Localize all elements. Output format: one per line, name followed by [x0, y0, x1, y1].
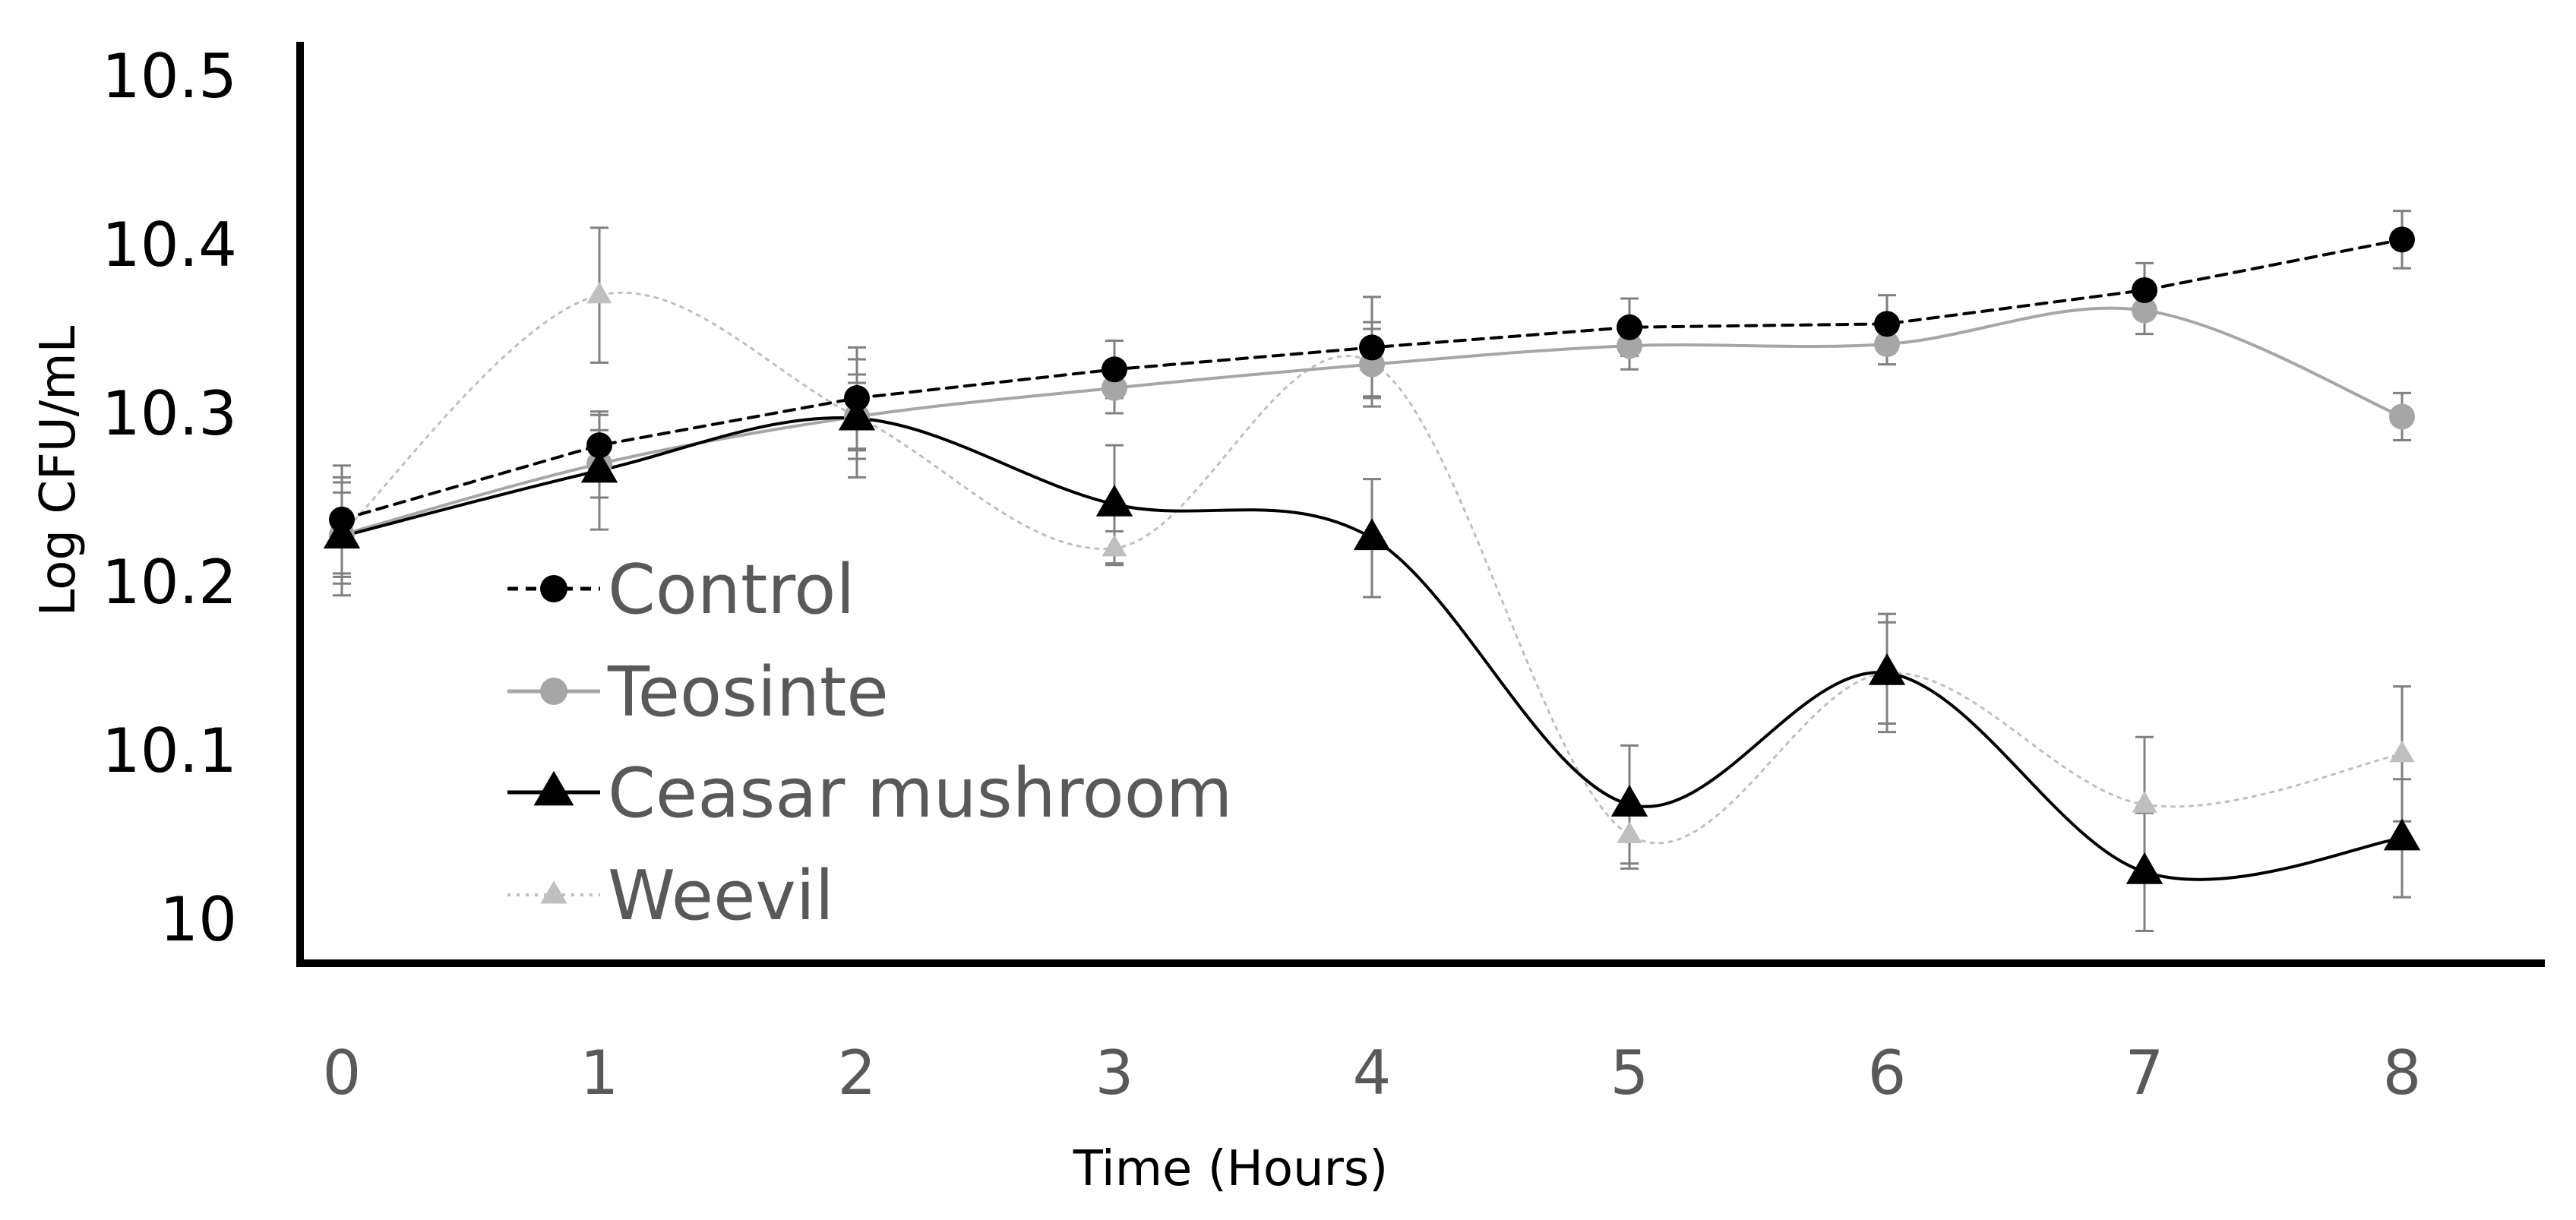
x-tick-label-2: 2 [838, 1038, 877, 1108]
legend-label-ceasar-mushroom: Ceasar mushroom [608, 754, 1232, 833]
ceasar-mushroom-point-3 [1095, 484, 1133, 517]
legend-swatch-marker-teosinte [540, 678, 567, 705]
control-point-3 [1102, 356, 1127, 383]
ceasar-mushroom-point-6 [1868, 653, 1906, 685]
legend-swatch-marker-control [540, 575, 567, 602]
weevil-point-1 [586, 281, 612, 304]
x-tick-label-3: 3 [1095, 1038, 1134, 1108]
ceasar-mushroom-point-2 [838, 398, 876, 431]
plot-area [323, 210, 2421, 933]
y-tick-label-4: 10.4 [102, 210, 237, 280]
control-point-5 [1617, 314, 1642, 340]
legend: Control Teosinte Ceasar mushroom Weevil [507, 550, 1232, 936]
weevil-point-8 [2389, 740, 2415, 763]
legend-label-weevil: Weevil [608, 856, 834, 936]
x-tick-label-6: 6 [1868, 1038, 1907, 1108]
control-point-8 [2389, 226, 2415, 253]
x-tick-label-0: 0 [323, 1038, 362, 1108]
y-tick-label-2: 10.2 [102, 547, 237, 618]
ceasar-mushroom-point-8 [2383, 818, 2421, 851]
x-tick-label-7: 7 [2126, 1038, 2164, 1108]
control-point-1 [586, 432, 612, 459]
ceasar-mushroom-line [340, 416, 2404, 881]
teosinte-point-3 [1102, 375, 1127, 401]
x-tick-labels: 0 1 2 3 4 5 6 7 8 [323, 1038, 2422, 1108]
control-point-6 [1874, 311, 1900, 337]
legend-item-weevil: Weevil [507, 856, 834, 936]
y-tick-label-1: 10.1 [102, 716, 237, 786]
legend-item-teosinte: Teosinte [507, 653, 889, 732]
legend-swatch-marker-weevil [540, 880, 567, 904]
y-tick-label-3: 10.3 [102, 378, 237, 449]
control-point-4 [1359, 334, 1385, 361]
y-tick-labels: 10 10.1 10.2 10.3 10.4 10.5 [102, 41, 237, 955]
x-tick-label-4: 4 [1353, 1038, 1392, 1108]
weevil-point-7 [2132, 791, 2157, 813]
teosinte-point-5 [1617, 333, 1642, 359]
control-point-7 [2132, 277, 2157, 303]
ceasar-mushroom-point-1 [580, 450, 618, 483]
x-tick-label-5: 5 [1610, 1038, 1649, 1108]
control-point-2 [844, 385, 870, 412]
weevil-point-5 [1617, 821, 1642, 843]
ceasar-mushroom-point-4 [1353, 518, 1391, 551]
weevil-point-3 [1102, 534, 1127, 557]
legend-swatch-marker-ceasar-mushroom [533, 770, 574, 806]
legend-label-control: Control [608, 550, 855, 630]
legend-label-teosinte: Teosinte [607, 653, 889, 732]
legend-item-control: Control [507, 550, 855, 630]
series-markers [323, 226, 2421, 884]
x-tick-label-8: 8 [2383, 1038, 2422, 1108]
legend-item-ceasar-mushroom: Ceasar mushroom [507, 754, 1232, 833]
teosinte-point-7 [2132, 297, 2157, 324]
ceasar-mushroom-point-0 [323, 517, 361, 548]
y-tick-label-0: 10 [160, 884, 237, 955]
teosinte-point-8 [2389, 403, 2415, 430]
ceasar-mushroom-point-5 [1610, 785, 1648, 817]
x-axis-title: Time (Hours) [1073, 1141, 1388, 1197]
x-tick-label-1: 1 [580, 1038, 619, 1108]
y-axis-title: Log CFU/mL [30, 325, 87, 616]
ceasar-mushroom-point-7 [2126, 852, 2164, 884]
teosinte-point-6 [1874, 330, 1900, 357]
y-tick-label-5: 10.5 [102, 41, 237, 112]
